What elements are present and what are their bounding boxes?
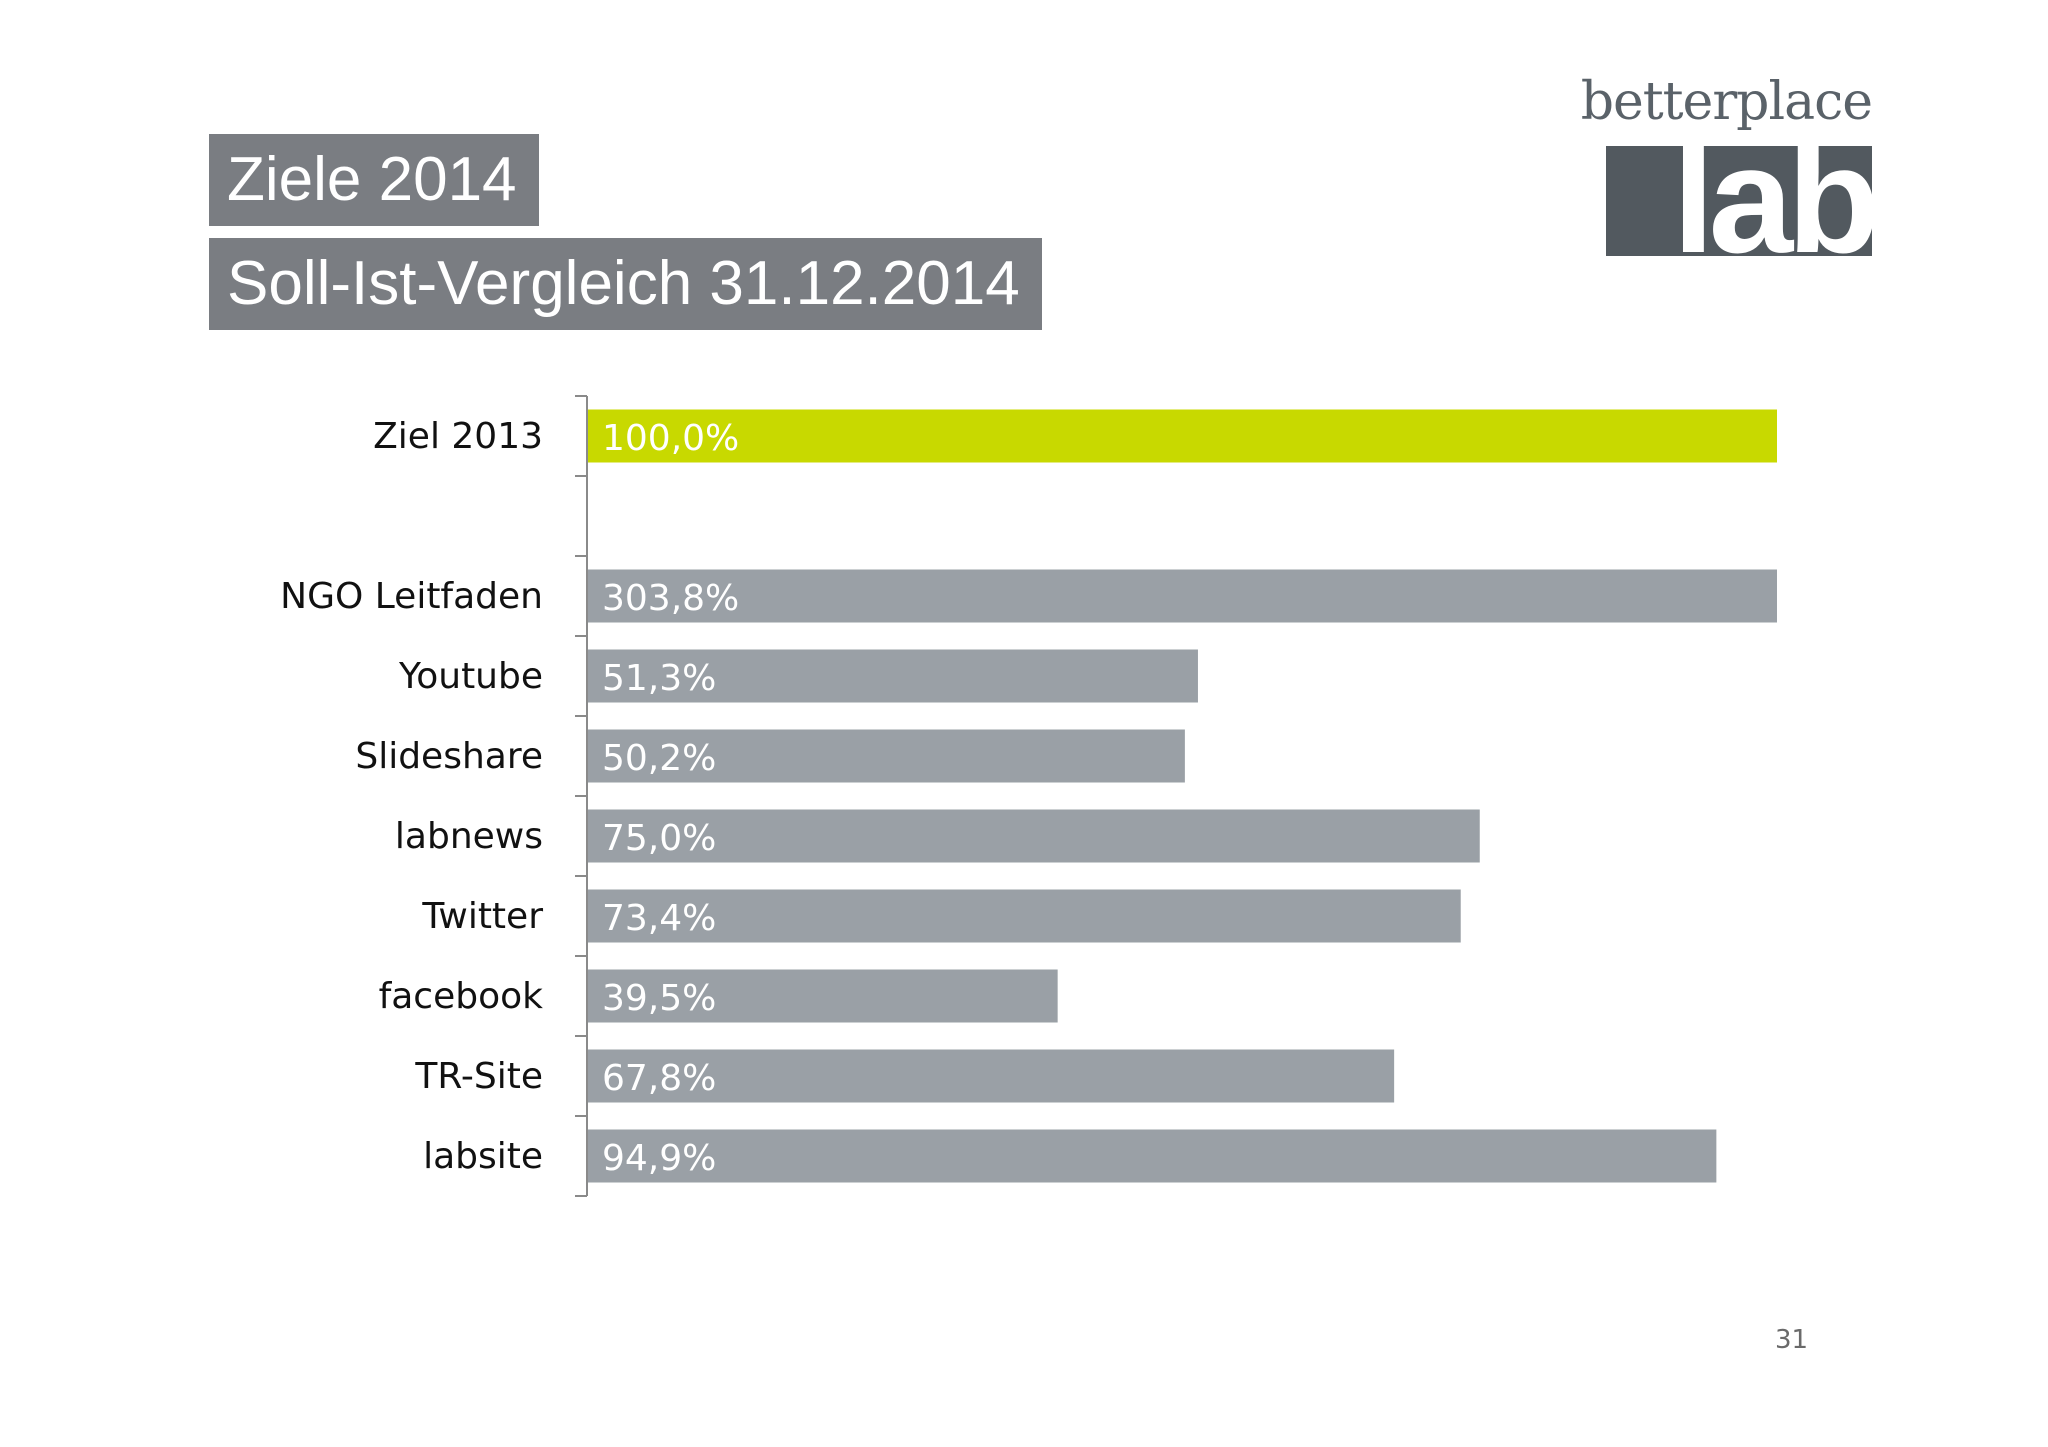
bar [588,649,1198,703]
bar [588,1129,1717,1183]
category-label: Slideshare [355,736,543,777]
data-label: 100,0% [602,418,739,459]
data-label: 303,8% [602,578,739,619]
logo-wordmark: betterplace [1580,72,1873,132]
category-label: TR-Site [414,1056,543,1097]
category-label: NGO Leitfaden [280,576,543,617]
data-label: 51,3% [602,658,716,699]
data-label: 94,9% [602,1138,716,1179]
betterplace-lab-logo: betterplace lab [1581,72,1873,258]
bar [588,809,1480,863]
logo-box-text: lab [1672,146,1872,256]
category-label: labnews [395,816,543,857]
page-number: 31 [1775,1325,1809,1355]
slide-subtitle: Soll-Ist-Vergleich 31.12.2014 [209,238,1042,330]
data-label: 73,4% [602,898,716,939]
data-label: 75,0% [602,818,716,859]
category-label: Twitter [421,896,543,937]
bar [588,569,1777,623]
bar [588,409,1777,463]
logo-box: lab [1606,146,1872,256]
data-label: 39,5% [602,978,716,1019]
bar [588,1049,1395,1103]
bar [588,889,1461,943]
category-label: facebook [379,976,544,1017]
data-label: 50,2% [602,738,716,779]
bar [588,969,1058,1023]
category-label: Youtube [398,656,543,697]
slide-title: Ziele 2014 [209,134,539,226]
category-label: Ziel 2013 [373,416,543,457]
data-label: 67,8% [602,1058,716,1099]
bar [588,729,1185,783]
category-label: labsite [423,1136,543,1177]
